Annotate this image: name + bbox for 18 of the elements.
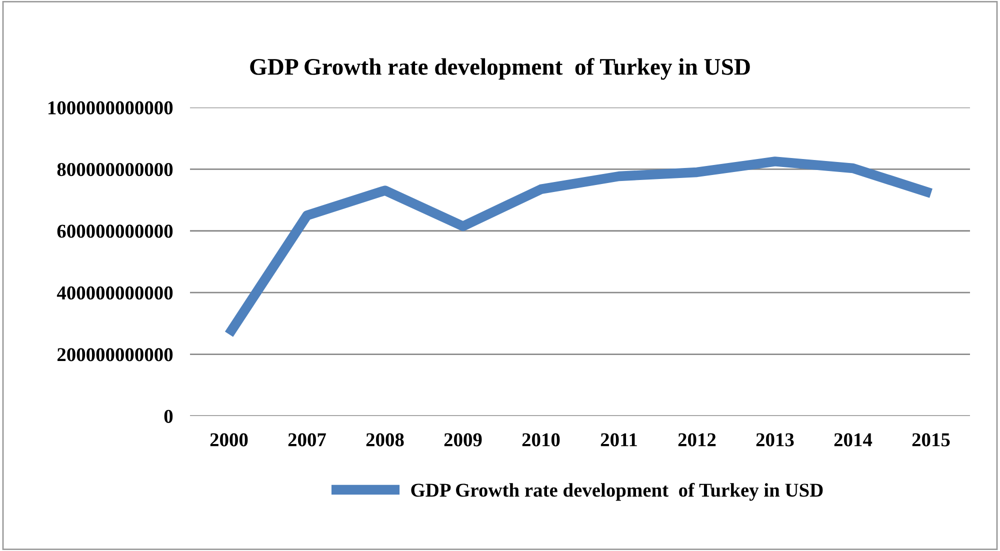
y-tick-label: 600000000000 (57, 224, 173, 238)
x-tick-label: 2015 (912, 433, 950, 446)
x-tick-label: 2000 (210, 433, 248, 446)
y-tick-label: 1000000000000 (48, 101, 173, 114)
x-tick-label: 2012 (678, 433, 716, 446)
x-tick-label: 2008 (366, 433, 404, 446)
x-tick-label: 2010 (522, 433, 560, 446)
x-tick-label: 2014 (834, 433, 872, 446)
x-tick-label: 2011 (600, 433, 637, 446)
y-tick-label: 400000000000 (56, 286, 173, 300)
y-tick-label: 200000000000 (57, 348, 173, 362)
y-tick-label: 0 (164, 410, 173, 423)
y-tick-label: 800000000000 (57, 162, 173, 176)
x-tick-label: 2013 (756, 433, 794, 446)
chart-title: GDP Growth rate development of Turkey in USD (250, 58, 750, 80)
x-tick-label: 2009 (444, 433, 482, 446)
x-tick-label: 2007 (288, 433, 326, 446)
legend-label: GDP Growth rate development of Turkey in USD (411, 482, 823, 501)
